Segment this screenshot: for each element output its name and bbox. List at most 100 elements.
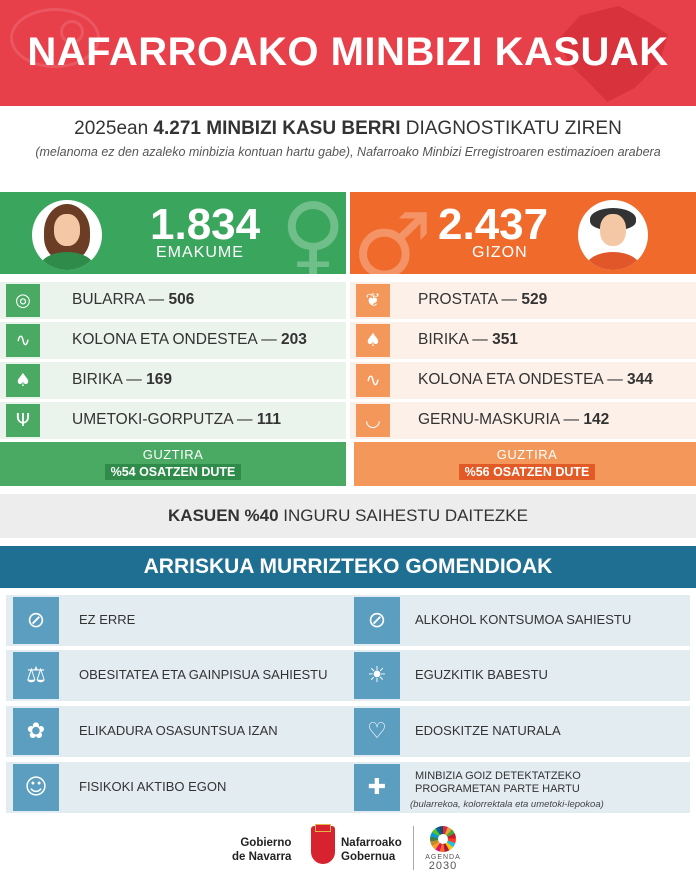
preventable-rest: INGURU SAIHESTU DAITEZKE (278, 506, 528, 525)
colon-icon: ∿ (356, 364, 390, 397)
men-cancer-list: ❦ PROSTATA — 529 ♠ BIRIKA — 351 ∿ KOLONA… (350, 282, 696, 442)
recommendation-label: ELIKADURA OSASUNTSUA IZAN (79, 723, 278, 738)
men-total: GUZTIRA %56 OSATZEN DUTE (354, 442, 696, 486)
cancer-name: UMETOKI-GORPUTZA — (72, 411, 257, 428)
list-item: ◎ BULARRA — 506 (0, 282, 346, 319)
intro-note: (melanoma ez den azaleko minbizia kontua… (35, 145, 661, 159)
women-count: 1.834 (150, 200, 261, 249)
preventable-bold: KASUEN %40 (168, 506, 279, 525)
cancer-count: 344 (627, 371, 653, 388)
virus-decoration (10, 8, 100, 68)
gov-name-es-line1: Gobierno (240, 837, 292, 849)
cancer-count: 142 (583, 411, 610, 428)
recommendation-item: ✿ ELIKADURA OSASUNTSUA IZAN (6, 706, 349, 757)
gov-name-es-line2: de Navarra (232, 851, 292, 863)
preventable-band: KASUEN %40 INGURU SAIHESTU DAITEZKE (0, 494, 696, 538)
cancer-count: 351 (492, 331, 518, 348)
gov-name-eu: Nafarroako Gobernua (341, 836, 402, 864)
bladder-icon: ◡ (356, 404, 390, 437)
women-cancer-list: ◎ BULARRA — 506 ∿ KOLONA ETA ONDESTEA — … (0, 282, 346, 442)
breastfeeding-icon: ♡ (354, 708, 400, 755)
recommendation-item: ☀ EGUZKITIK BABESTU (347, 650, 690, 701)
recommendation-label: FISIKOKI AKTIBO EGON (79, 779, 227, 794)
women-total: GUZTIRA %54 OSATZEN DUTE (0, 442, 346, 486)
lungs-icon: ♠ (356, 324, 390, 357)
recommendation-item: ⊘ ALKOHOL KONTSUMOA SAHIESTU (347, 595, 690, 646)
exercise-icon: ☺ (13, 764, 59, 811)
virus-decoration (60, 20, 84, 44)
scale-icon: ⚖ (13, 652, 59, 699)
recommendation-item: ⚖ OBESITATEA ETA GAINPISUA SAHIESTU (6, 650, 349, 701)
navarre-shield-icon (311, 824, 335, 864)
cancer-count: 529 (521, 291, 548, 308)
recommendation-note: (bularrekoa, kolorrektala eta umetoki-le… (410, 799, 604, 810)
gov-name-es: Gobierno de Navarra (232, 836, 291, 864)
cancer-name: GERNU-MASKURIA — (418, 411, 584, 428)
breast-icon: ◎ (6, 284, 40, 317)
cancer-name: PROSTATA — (418, 291, 522, 308)
intro-suffix: DIAGNOSTIKATU ZIREN (400, 118, 622, 139)
lungs-icon: ♠ (6, 364, 40, 397)
agenda-2030-logo: AGENDA 2030 (423, 826, 463, 872)
agenda-label: AGENDA (425, 854, 461, 861)
men-count: 2.437 (438, 200, 549, 249)
recommendation-label: EDOSKITZE NATURALA (415, 723, 561, 738)
total-label: GUZTIRA (142, 447, 204, 462)
male-symbol-icon: ♂ (352, 194, 433, 275)
no-smoking-icon: ⊘ (13, 597, 59, 644)
female-symbol-icon: ♀ (280, 192, 346, 274)
colon-icon: ∿ (6, 324, 40, 357)
men-panel: ♂ 2.437 GIZON (350, 192, 696, 274)
cancer-count: 506 (168, 291, 195, 308)
total-label: GUZTIRA (496, 447, 558, 462)
men-label: GIZON (472, 244, 528, 261)
list-item: ∿ KOLONA ETA ONDESTEA — 344 (350, 362, 696, 399)
cancer-name: BIRIKA — (72, 371, 147, 388)
gov-name-eu-line1: Nafarroako (341, 837, 402, 849)
intro-headline: 2025ean 4.271 MINBIZI KASU BERRI DIAGNOS… (0, 118, 696, 140)
recommendation-label: EGUZKITIK BABESTU (415, 667, 548, 682)
cancer-count: 111 (256, 411, 282, 428)
recommendation-item: ☺ FISIKOKI AKTIBO EGON (6, 762, 349, 813)
healthy-food-icon: ✿ (13, 708, 59, 755)
recommendations-title: ARRISKUA MURRIZTEKO GOMENDIOAK (0, 546, 696, 588)
cancer-count: 169 (146, 371, 172, 388)
recommendation-item: ✚ MINBIZIA GOIZ DETEKTATZEKO PROGRAMETAN… (347, 762, 690, 813)
man-avatar-icon (578, 200, 648, 270)
recommendation-label: OBESITATEA ETA GAINPISUA SAHIESTU (79, 667, 328, 682)
no-alcohol-icon: ⊘ (354, 597, 400, 644)
recommendation-label: EZ ERRE (79, 612, 136, 627)
intro-bold: 4.271 MINBIZI KASU BERRI (153, 118, 401, 139)
cancer-name: KOLONA ETA ONDESTEA — (418, 371, 628, 388)
cancer-name: BIRIKA — (418, 331, 493, 348)
cancer-name: BULARRA — (72, 291, 169, 308)
women-label: EMAKUME (156, 244, 244, 261)
divider (413, 826, 414, 870)
prostate-icon: ❦ (356, 284, 390, 317)
page-title: NAFARROAKO MINBIZI KASUAK (27, 30, 669, 74)
total-value: %56 OSATZEN DUTE (458, 464, 596, 480)
recommendation-label: ALKOHOL KONTSUMOA SAHIESTU (415, 612, 632, 627)
sdg-wheel-icon (430, 826, 456, 852)
intro: 2025ean 4.271 MINBIZI KASU BERRI DIAGNOS… (0, 118, 696, 159)
list-item: Ψ UMETOKI-GORPUTZA — 111 (0, 402, 346, 439)
gov-name-eu-line2: Gobernua (341, 851, 396, 863)
list-item: ♠ BIRIKA — 169 (0, 362, 346, 399)
recommendation-item: ⊘ EZ ERRE (6, 595, 349, 646)
list-item: ♠ BIRIKA — 351 (350, 322, 696, 359)
cancer-name: KOLONA ETA ONDESTEA — (72, 331, 282, 348)
woman-avatar-icon (32, 200, 102, 270)
women-panel: 1.834 EMAKUME ♀ (0, 192, 346, 274)
sun-protection-icon: ☀ (354, 652, 400, 699)
recommendation-item: ♡ EDOSKITZE NATURALA (347, 706, 690, 757)
intro-prefix: 2025ean (74, 118, 154, 139)
list-item: ◡ GERNU-MASKURIA — 142 (350, 402, 696, 439)
uterus-icon: Ψ (6, 404, 40, 437)
recommendation-label: MINBIZIA GOIZ DETEKTATZEKO PROGRAMETAN P… (415, 770, 581, 795)
agenda-year: 2030 (428, 860, 458, 872)
list-item: ❦ PROSTATA — 529 (350, 282, 696, 319)
header-banner: NAFARROAKO MINBIZI KASUAK (0, 0, 696, 106)
cancer-count: 203 (281, 331, 307, 348)
list-item: ∿ KOLONA ETA ONDESTEA — 203 (0, 322, 346, 359)
total-value: %54 OSATZEN DUTE (104, 464, 242, 480)
